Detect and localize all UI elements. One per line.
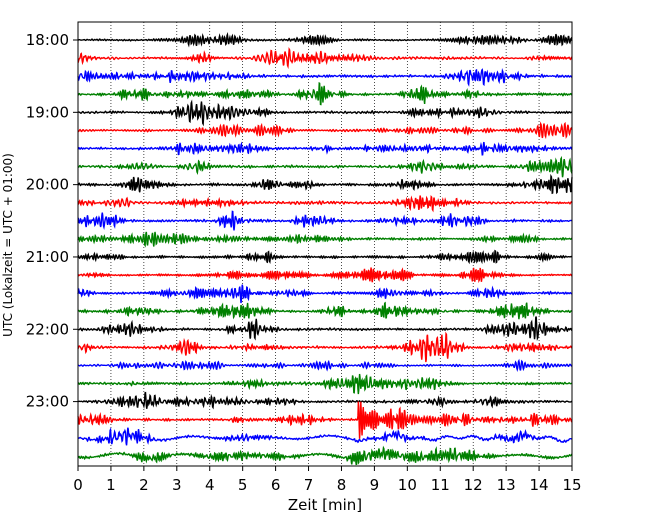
y-tick-label: 23:00: [26, 393, 69, 411]
trace-line-19: [77, 373, 573, 395]
trace-line-1: [77, 47, 573, 70]
trace-line-4: [77, 99, 573, 127]
trace-line-7: [77, 155, 573, 178]
x-tick-label: 2: [139, 476, 149, 494]
trace-line-22: [77, 427, 573, 446]
x-tick-label: 4: [205, 476, 215, 494]
trace-group: [77, 31, 573, 466]
y-tick-label: 20:00: [26, 176, 69, 194]
trace-line-21: [77, 401, 573, 439]
y-tick-label: 22:00: [26, 320, 69, 338]
trace-line-17: [77, 331, 573, 363]
x-tick-label: 15: [562, 476, 581, 494]
y-axis-ticks: 18:00 19:00 20:00 21:00 22:00 23:00: [26, 31, 78, 411]
x-axis-ticks: 0 1 2 3 4 5 6 7 8 9 10 11 12 13 14 15: [73, 466, 582, 494]
x-axis-label: Zeit [min]: [288, 496, 362, 514]
x-tick-label: 10: [398, 476, 417, 494]
trace-line-15: [77, 301, 573, 320]
trace-line-0: [77, 31, 573, 48]
x-tick-label: 13: [497, 476, 516, 494]
trace-line-9: [77, 194, 573, 213]
x-tick-label: 3: [172, 476, 182, 494]
x-tick-label: 0: [73, 476, 83, 494]
y-tick-label: 21:00: [26, 248, 69, 266]
trace-line-20: [77, 391, 573, 410]
trace-line-23: [77, 445, 573, 466]
trace-line-18: [77, 358, 573, 373]
x-tick-label: 6: [271, 476, 281, 494]
x-tick-label: 8: [337, 476, 347, 494]
x-tick-label: 12: [464, 476, 483, 494]
trace-line-2: [77, 67, 573, 87]
trace-line-14: [77, 284, 573, 304]
y-axis-label: UTC (Lokalzeit = UTC + 01:00): [1, 153, 15, 337]
x-tick-label: 11: [431, 476, 450, 494]
y-tick-label: 18:00: [26, 31, 69, 49]
trace-line-13: [77, 267, 573, 284]
trace-line-8: [77, 173, 573, 195]
x-tick-label: 7: [304, 476, 314, 494]
trace-line-16: [77, 316, 573, 341]
trace-line-10: [77, 210, 573, 231]
trace-line-3: [77, 81, 573, 106]
grid-lines: [110, 22, 540, 466]
x-tick-label: 14: [530, 476, 549, 494]
y-tick-label: 19:00: [26, 103, 69, 121]
x-tick-label: 5: [238, 476, 248, 494]
trace-line-5: [77, 121, 573, 140]
trace-line-11: [77, 231, 573, 248]
trace-line-12: [77, 249, 573, 265]
plot-frame: [77, 21, 573, 467]
x-tick-label: 1: [106, 476, 116, 494]
x-tick-label: 9: [370, 476, 380, 494]
trace-line-6: [77, 141, 573, 156]
